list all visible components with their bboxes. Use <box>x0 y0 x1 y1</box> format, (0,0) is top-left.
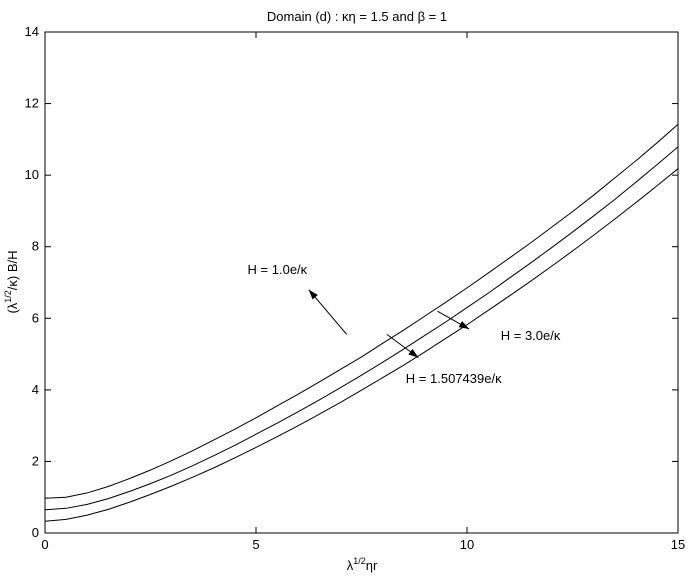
x-axis-label-base: λ <box>347 558 354 573</box>
series-line-2 <box>44 146 679 511</box>
y-tick-label: 6 <box>32 310 39 325</box>
y-axis-label-sup: 1/2 <box>3 290 13 303</box>
annotation-arrowhead-1 <box>308 289 318 300</box>
y-tick-label: 14 <box>25 24 39 39</box>
y-axis-label-pre: (λ <box>5 302 20 313</box>
series-line-1 <box>44 123 679 499</box>
y-ticks: 0 2 4 6 8 10 12 14 <box>25 24 678 540</box>
x-tick-label: 15 <box>671 537 685 552</box>
series-line-3 <box>44 168 679 522</box>
x-tick-label: 10 <box>460 537 474 552</box>
y-axis-label: (λ1/2/κ) B/H <box>3 250 20 313</box>
x-ticks: 0 5 10 15 <box>41 32 685 552</box>
annotation-label-2: H = 1.507439e/κ <box>406 371 502 386</box>
plot-area: 0 5 10 15 0 2 4 6 8 10 12 14 H = 1.0e/κ H = 1.50743… <box>25 24 686 552</box>
chart-title: Domain (d) : κη = 1.5 and β = 1 <box>267 9 447 24</box>
y-axis-label-post: /κ) B/H <box>5 250 20 290</box>
annotation-label-1: H = 1.0e/κ <box>248 262 308 277</box>
x-axis-label-rest: ηr <box>366 558 378 573</box>
y-tick-label: 10 <box>25 167 39 182</box>
annotation-arrowhead-2 <box>408 348 419 358</box>
x-axis-label: λ1/2ηr <box>347 556 378 573</box>
axes-box <box>44 31 679 534</box>
y-tick-label: 8 <box>32 239 39 254</box>
series-layer <box>44 123 679 522</box>
y-tick-label: 2 <box>32 453 39 468</box>
y-tick-label: 4 <box>32 382 39 397</box>
y-tick-label: 12 <box>25 96 39 111</box>
annotation-arrowhead-3 <box>458 321 470 330</box>
y-tick-label: 0 <box>32 525 39 540</box>
x-tick-label: 0 <box>41 537 48 552</box>
x-axis-label-sup: 1/2 <box>353 556 366 566</box>
annotation-layer: H = 1.0e/κ H = 1.507439e/κ H = 3.0e/κ <box>248 262 561 386</box>
annotation-label-3: H = 3.0e/κ <box>501 328 561 343</box>
x-tick-label: 5 <box>252 537 259 552</box>
